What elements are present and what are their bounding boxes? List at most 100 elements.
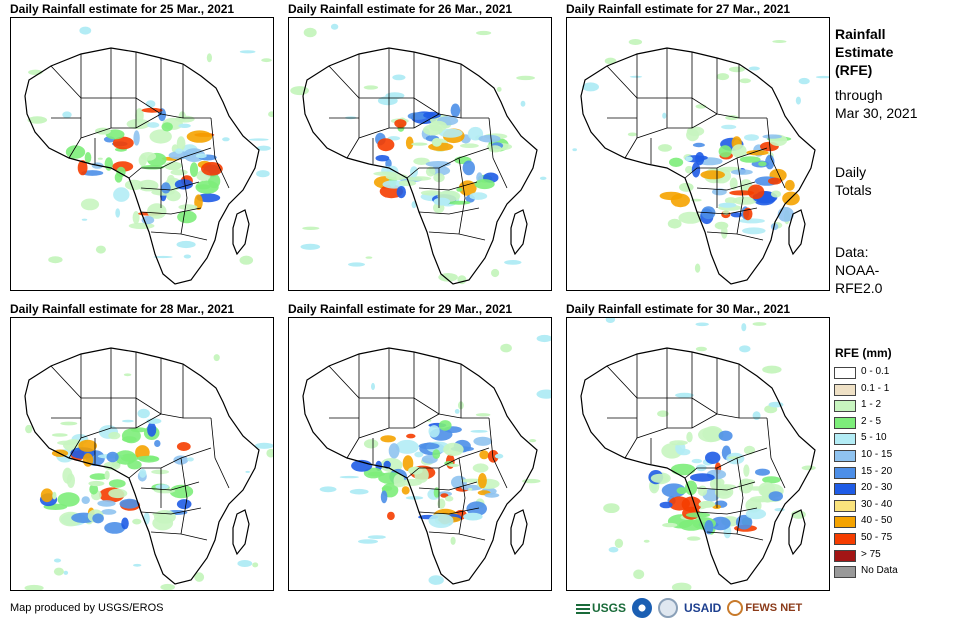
map-svg (24, 26, 273, 285)
rainfall-area (256, 170, 270, 178)
rainfall-area (363, 85, 379, 90)
rainfall-area (252, 562, 259, 568)
rainfall-area (186, 130, 213, 143)
legend-label: 30 - 40 (861, 498, 893, 510)
rainfall-area (479, 450, 489, 460)
rainfall-area (392, 74, 406, 81)
rainfall-area (456, 187, 463, 192)
rainfall-area (742, 227, 766, 235)
rainfall-area (133, 563, 142, 567)
rainfall-area (496, 86, 502, 92)
rainfall-area (261, 58, 272, 63)
rainfall-area (176, 499, 192, 510)
rainfall-area (84, 152, 92, 164)
rainfall-area (470, 430, 488, 433)
rainfall-area (685, 480, 698, 496)
rainfall-area (77, 160, 88, 176)
rainfall-area (175, 148, 183, 154)
rainfall-area (132, 211, 140, 225)
rainfall-area (685, 156, 693, 162)
rainfall-area (487, 450, 499, 463)
coastline (580, 347, 816, 585)
rainfall-area (700, 170, 725, 180)
africa-rainfall-map (10, 317, 274, 591)
rainfall-area (78, 439, 97, 452)
rainfall-area (762, 365, 782, 374)
map-panel-27-mar: Daily Rainfall estimate for 27 Mar., 202… (566, 2, 846, 291)
rainfall-area (195, 153, 207, 159)
country-border (418, 507, 480, 515)
rainfall-area (516, 75, 535, 81)
rainfall-area (743, 445, 756, 455)
rainfall-area (177, 210, 197, 224)
rainfall-area (739, 78, 751, 84)
rainfall-area (330, 23, 339, 30)
legend-swatch (834, 549, 856, 562)
rainfall-area (691, 162, 701, 178)
legend-label: 10 - 15 (861, 448, 893, 460)
rainfall-area (371, 382, 375, 391)
rainfall-area (748, 486, 766, 491)
rainfall-area (154, 440, 161, 447)
usgs-wave-icon (576, 602, 590, 614)
legend-swatch (834, 532, 856, 545)
rainfall-area (122, 436, 137, 443)
rainfall-area (57, 440, 76, 446)
map-svg (572, 39, 829, 285)
rainfall-area (411, 142, 428, 146)
rainfall-area (695, 346, 707, 352)
rainfall-area (375, 155, 390, 162)
country-border (150, 531, 208, 541)
country-border (346, 413, 440, 459)
rainfall-area (735, 514, 753, 530)
rainfall-area (339, 475, 359, 479)
rainfall-area (716, 73, 730, 81)
rainfall-area (670, 463, 696, 476)
rainfall-area (474, 179, 495, 190)
rainfall-area (145, 100, 156, 108)
africa-rainfall-map (10, 17, 274, 291)
rainfall-area (380, 490, 388, 504)
rainfall-area (425, 166, 436, 177)
rainfall-area (686, 126, 705, 137)
rainfall-area (731, 169, 753, 175)
rainfall-area (418, 442, 440, 450)
country-border (736, 157, 744, 235)
rainfall-area (762, 476, 781, 484)
rainfall-area (815, 75, 829, 79)
country-border (180, 157, 188, 235)
rainfall-area (381, 486, 393, 491)
legend-swatch (834, 483, 856, 496)
rainfall-area (189, 162, 199, 178)
legend-label: 50 - 75 (861, 531, 893, 543)
rainfall-area (51, 433, 68, 437)
rainfall-area (605, 318, 616, 323)
country-border (68, 413, 162, 459)
rainfall-area (121, 517, 129, 530)
rainfall-area (718, 430, 733, 441)
rainfall-area (206, 53, 212, 63)
rainfall-area (168, 151, 191, 160)
rainfall-area (643, 539, 650, 543)
country-border (696, 181, 756, 191)
legend-swatch (834, 499, 856, 512)
rainfall-area (176, 136, 186, 151)
rainfall-area (155, 484, 169, 490)
country-border (140, 181, 200, 191)
country-border (428, 231, 486, 241)
rainfall-area (393, 473, 405, 488)
rainfall-area (428, 575, 444, 585)
rainfall-area (147, 122, 160, 128)
nasa-logo-icon (658, 598, 679, 618)
rainfall-area (633, 569, 645, 580)
rainfall-area (428, 120, 447, 132)
rainfall-area (411, 201, 417, 209)
rainfall-area (395, 439, 419, 454)
rainfall-area (494, 453, 504, 459)
africa-rainfall-map (566, 317, 830, 591)
country-border (696, 481, 756, 491)
rainfall-area (445, 495, 454, 502)
africa-rainfall-map (288, 17, 552, 291)
coastline (788, 209, 806, 256)
rainfall-area (402, 455, 414, 472)
